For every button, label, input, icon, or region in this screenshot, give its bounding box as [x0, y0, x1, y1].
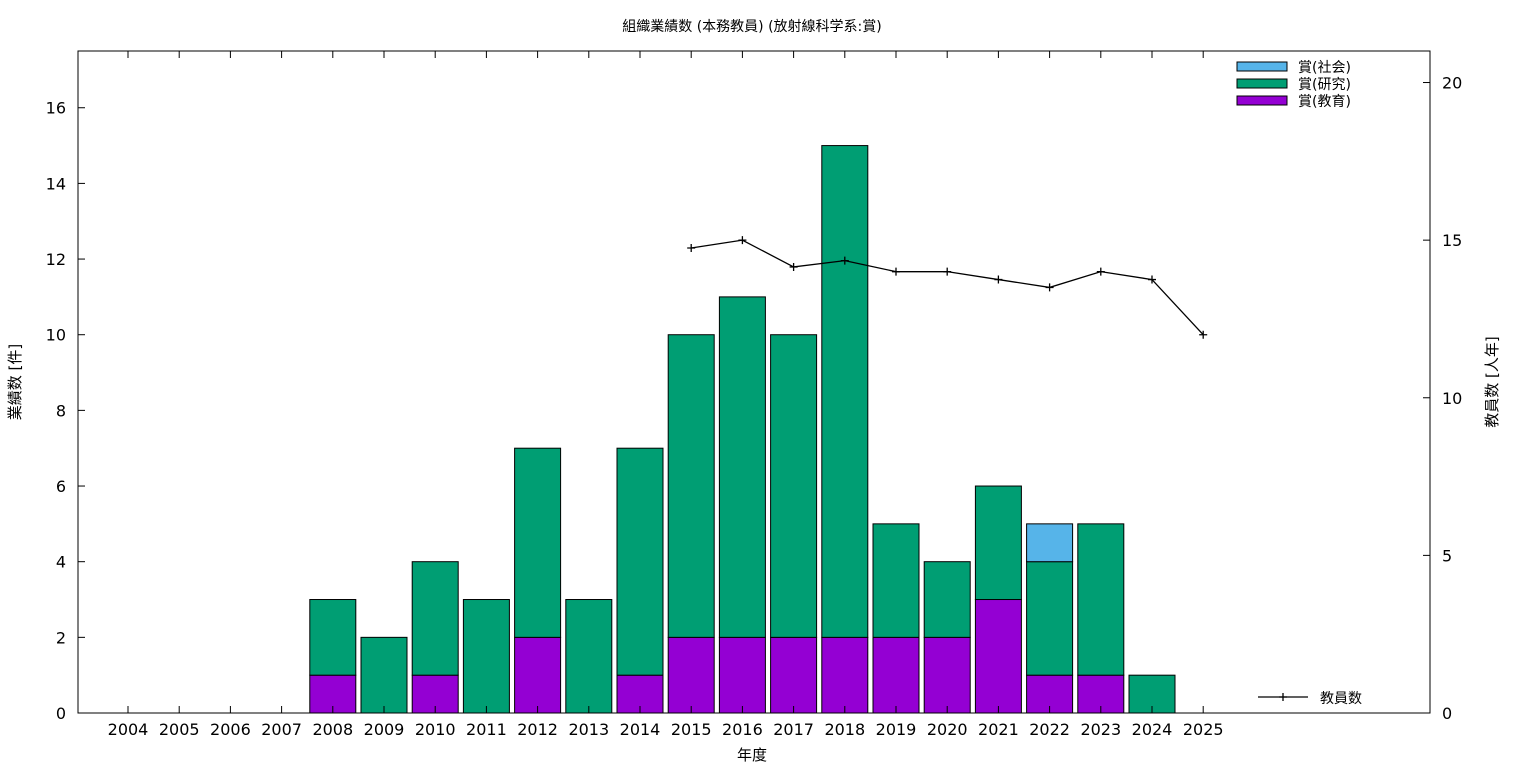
bar-賞(教育)-2017	[770, 636, 818, 714]
x-tick-label-2011: 2011	[466, 720, 507, 739]
bar-賞(研究)-2011	[462, 599, 510, 714]
line-point-2021	[994, 275, 1003, 284]
legend-swatch-賞(研究)	[1236, 78, 1288, 89]
line-point-2016	[738, 236, 747, 245]
bar-賞(教育)-2020	[923, 636, 971, 714]
bar-賞(研究)-2019	[872, 523, 920, 638]
bar-賞(研究)-2017	[770, 334, 818, 638]
x-tick-label-2016: 2016	[722, 720, 763, 739]
x-tick-label-2009: 2009	[364, 720, 405, 739]
bar-賞(研究)-2022	[1026, 561, 1074, 676]
bar-賞(教育)-2015	[667, 636, 715, 714]
y2-tick-label-0: 0	[1442, 704, 1452, 723]
y-tick-label-2: 2	[56, 628, 66, 647]
bar-賞(研究)-2020	[923, 561, 971, 638]
x-tick-label-2010: 2010	[415, 720, 456, 739]
x-tick-label-2021: 2021	[978, 720, 1019, 739]
line-point-2017	[789, 262, 798, 271]
legend-label-賞(社会): 賞(社会)	[1298, 60, 1351, 76]
bar-賞(教育)-2016	[718, 636, 766, 714]
legend-label-賞(教育): 賞(教育)	[1298, 94, 1351, 110]
line-教員数	[691, 239, 1204, 336]
x-tick-label-2014: 2014	[620, 720, 661, 739]
legend-swatch-賞(社会)	[1236, 61, 1288, 72]
legend-line-marker-教員数	[1279, 693, 1287, 701]
x-tick-label-2013: 2013	[568, 720, 609, 739]
bar-賞(教育)-2021	[974, 599, 1022, 714]
y2-tick-label-15: 15	[1442, 231, 1462, 250]
legend-label-賞(研究): 賞(研究)	[1298, 77, 1351, 93]
x-tick-label-2022: 2022	[1029, 720, 1070, 739]
bars-layer	[309, 145, 1176, 714]
x-tick-label-2006: 2006	[210, 720, 251, 739]
plot-frame	[77, 50, 1431, 714]
x-tick-label-2023: 2023	[1080, 720, 1121, 739]
bar-賞(教育)-2019	[872, 636, 920, 714]
line-point-2024	[1148, 275, 1156, 284]
bar-賞(研究)-2021	[974, 485, 1022, 601]
line-point-2023	[1096, 267, 1105, 276]
x-tick-label-2007: 2007	[261, 720, 302, 739]
legend-line-label-教員数: 教員数	[1320, 691, 1362, 707]
x-tick-label-2008: 2008	[312, 720, 353, 739]
line-point-2019	[892, 267, 900, 276]
y-tick-label-14: 14	[46, 174, 66, 193]
line-layer	[687, 236, 1208, 339]
bar-賞(研究)-2016	[718, 296, 766, 638]
bar-賞(研究)-2013	[565, 599, 613, 714]
y-tick-label-6: 6	[56, 477, 66, 496]
x-tick-label-2004: 2004	[108, 720, 149, 739]
y-axis-title: 業績数 [件]	[6, 344, 24, 420]
bar-賞(教育)-2012	[514, 636, 562, 714]
bar-賞(研究)-2018	[821, 145, 869, 638]
x-tick-label-2005: 2005	[159, 720, 200, 739]
x-tick-label-2017: 2017	[773, 720, 814, 739]
x-tick-label-2015: 2015	[671, 720, 712, 739]
chart-title: 組織業績数 (本務教員) (放射線科学系:賞)	[622, 19, 881, 35]
y-tick-label-10: 10	[46, 326, 66, 345]
y2-tick-label-10: 10	[1442, 389, 1462, 408]
bar-賞(研究)-2015	[667, 334, 715, 638]
y-tick-label-16: 16	[46, 99, 66, 118]
legend-swatch-賞(教育)	[1236, 95, 1288, 106]
line-point-2015	[687, 244, 696, 253]
y2-axis-title: 教員数 [人年]	[1483, 336, 1501, 427]
bar-賞(研究)-2012	[514, 447, 562, 638]
bar-賞(研究)-2014	[616, 447, 664, 676]
bar-賞(研究)-2009	[360, 636, 408, 714]
bar-賞(研究)-2008	[309, 599, 357, 676]
y-tick-label-0: 0	[56, 704, 66, 723]
bar-賞(社会)-2022	[1026, 523, 1074, 563]
x-tick-label-2018: 2018	[824, 720, 865, 739]
y2-tick-label-20: 20	[1442, 74, 1462, 93]
y-tick-label-8: 8	[56, 401, 66, 420]
line-point-2020	[943, 267, 952, 276]
line-point-2025	[1199, 330, 1208, 339]
y-tick-label-4: 4	[56, 553, 66, 572]
x-tick-label-2019: 2019	[876, 720, 917, 739]
bar-賞(教育)-2018	[821, 636, 869, 714]
line-point-2022	[1045, 283, 1054, 292]
line-point-2018	[840, 256, 849, 265]
x-tick-label-2024: 2024	[1132, 720, 1173, 739]
x-tick-label-2025: 2025	[1183, 720, 1224, 739]
legend: 賞(社会)賞(研究)賞(教育) 教員数	[1236, 60, 1362, 707]
y-tick-label-12: 12	[46, 250, 66, 269]
x-axis-title: 年度	[737, 746, 767, 764]
y2-tick-label-5: 5	[1442, 546, 1452, 565]
x-tick-label-2020: 2020	[927, 720, 968, 739]
bar-賞(研究)-2023	[1077, 523, 1125, 676]
x-tick-label-2012: 2012	[517, 720, 558, 739]
axes-layer: 0 2 4 6 8 10 12 14 16 0 5 10 15 20 2004 2005 2006 2007 200…	[46, 50, 1462, 739]
bar-賞(研究)-2010	[411, 561, 459, 676]
